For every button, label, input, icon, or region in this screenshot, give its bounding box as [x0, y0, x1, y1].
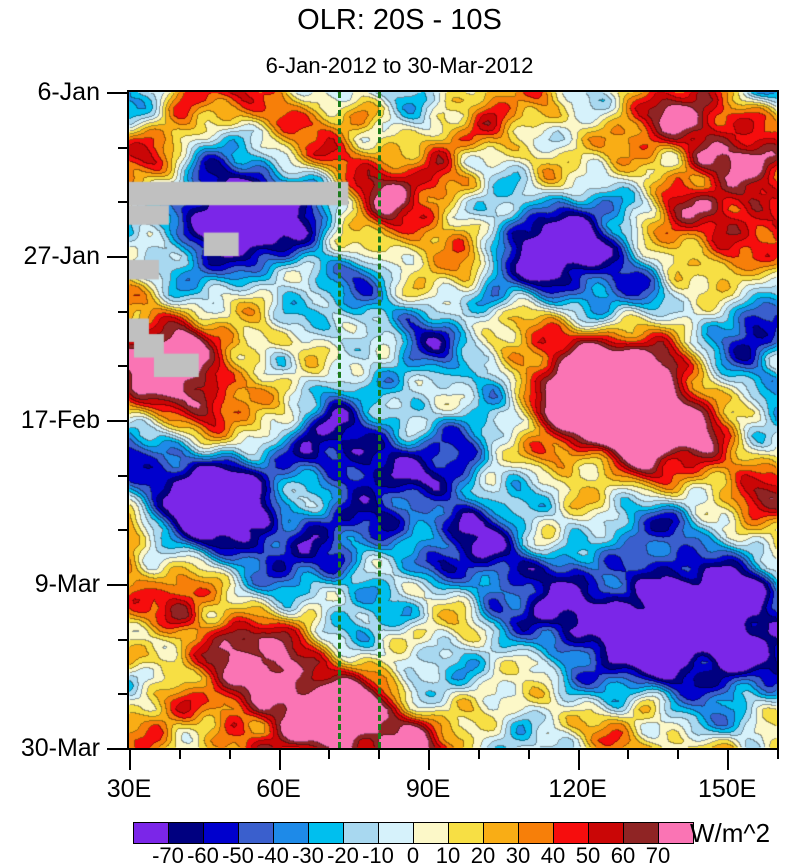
colorbar-swatch-9: [449, 823, 484, 843]
x-tick-label-3: 120E: [548, 775, 607, 803]
x-tick-major-1: [278, 748, 281, 770]
colorbar-tick-label-9: 20: [470, 843, 496, 868]
x-tick-minor: [378, 748, 381, 759]
colorbar-swatch-15: [659, 823, 693, 843]
x-tick-minor: [477, 748, 480, 759]
reference-line-1: [378, 92, 382, 748]
y-tick-minor: [118, 146, 129, 149]
page-title: OLR: 20S - 10S: [297, 4, 502, 36]
x-tick-minor: [627, 748, 630, 759]
y-tick-minor: [118, 474, 129, 477]
y-tick-label-3: 9-Mar: [34, 570, 100, 598]
y-tick-label-0: 6-Jan: [37, 78, 100, 106]
x-tick-label-1: 60E: [256, 775, 301, 803]
colorbar-tick-label-5: -20: [327, 843, 359, 868]
colorbar-tick-label-2: -50: [222, 843, 254, 868]
colorbar-tick-label-1: -60: [187, 843, 219, 868]
y-tick-major-4: [107, 748, 129, 750]
colorbar-swatch-0: [134, 823, 169, 843]
colorbar-swatch-5: [309, 823, 344, 843]
colorbar-swatch-13: [589, 823, 624, 843]
y-tick-minor: [118, 529, 129, 532]
x-tick-major-3: [577, 748, 580, 770]
y-tick-minor: [118, 310, 129, 313]
colorbar-tick-label-6: -10: [362, 843, 394, 868]
y-tick-major-0: [107, 92, 129, 94]
y-tick-major-2: [107, 420, 129, 422]
colorbar-tick-label-12: 50: [575, 843, 601, 868]
x-tick-major-4: [727, 748, 730, 770]
colorbar-tick-label-14: 70: [645, 843, 671, 868]
colorbar-swatch-10: [484, 823, 519, 843]
x-tick-major-0: [129, 748, 131, 770]
colorbar-units-label: W/m^2: [690, 818, 771, 848]
colorbar-tick-label-7: 0: [406, 843, 420, 868]
y-tick-minor: [118, 201, 129, 204]
colorbar-swatch-6: [344, 823, 379, 843]
colorbar-swatch-14: [624, 823, 659, 843]
x-tick-minor: [527, 748, 530, 759]
x-tick-minor: [228, 748, 231, 759]
colorbar-swatch-2: [204, 823, 239, 843]
y-tick-major-1: [107, 256, 129, 258]
x-tick-minor: [178, 748, 181, 759]
colorbar-tick-label-4: -30: [292, 843, 324, 868]
colorbar-tick-label-0: -70: [152, 843, 184, 868]
y-tick-minor: [118, 693, 129, 696]
y-tick-minor: [118, 365, 129, 368]
colorbar-tick-label-10: 30: [505, 843, 531, 868]
colorbar-swatch-3: [239, 823, 274, 843]
colorbar-swatch-12: [554, 823, 589, 843]
x-tick-minor: [777, 748, 779, 759]
colorbar-swatch-7: [379, 823, 414, 843]
plot-area: [127, 90, 779, 750]
figure-subtitle: 6-Jan-2012 to 30-Mar-2012: [265, 53, 534, 78]
y-tick-label-2: 17-Feb: [20, 406, 100, 434]
y-tick-minor: [118, 638, 129, 641]
colorbar-swatch-4: [274, 823, 309, 843]
colorbar-swatch-1: [169, 823, 204, 843]
colorbar-swatch-8: [414, 823, 449, 843]
y-tick-label-1: 27-Jan: [23, 242, 100, 270]
x-tick-label-4: 150E: [697, 775, 757, 803]
x-tick-minor: [328, 748, 331, 759]
colorbar-tick-label-8: 10: [435, 843, 461, 868]
colorbar: [133, 822, 694, 844]
y-tick-major-3: [107, 584, 129, 586]
x-tick-label-0: 30E: [106, 775, 152, 803]
colorbar-tick-label-3: -40: [257, 843, 289, 868]
x-tick-major-2: [428, 748, 431, 770]
colorbar-swatch-11: [519, 823, 554, 843]
reference-line-0: [338, 92, 342, 748]
colorbar-tick-label-13: 60: [610, 843, 636, 868]
contour-field-canvas: [129, 92, 777, 748]
x-tick-minor: [677, 748, 680, 759]
x-tick-label-2: 90E: [405, 775, 451, 803]
colorbar-tick-label-11: 40: [540, 843, 566, 868]
y-tick-label-4: 30-Mar: [20, 734, 100, 762]
